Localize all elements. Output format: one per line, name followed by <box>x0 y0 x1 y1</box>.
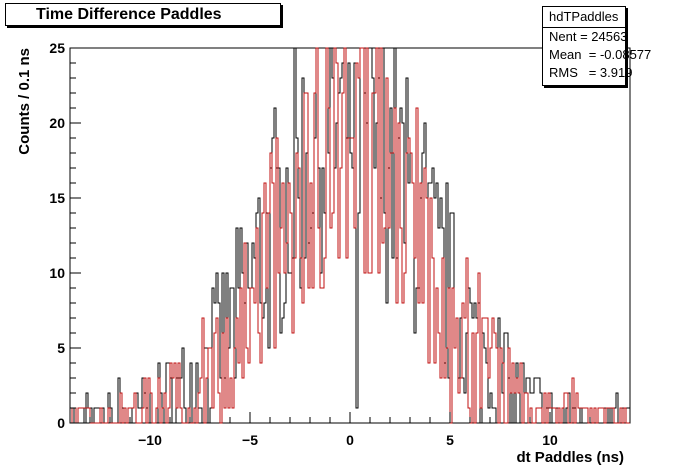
axis-layer: 0 5 10 15 20 25 −10 −5 0 5 10 <box>49 40 631 448</box>
histogram-series-red <box>70 47 630 424</box>
stats-box: hdTPaddles Nent = 24563 Mean = -0.08577 … <box>542 6 651 86</box>
y-tick-label: 10 <box>49 265 65 281</box>
histogram-series-black <box>70 47 631 424</box>
stats-mean: Mean = -0.08577 <box>549 47 652 62</box>
x-tick-label: 10 <box>542 432 558 448</box>
stats-name: hdTPaddles <box>549 9 619 24</box>
y-tick-label: 15 <box>49 190 65 206</box>
y-tick-label: 25 <box>49 40 65 56</box>
stats-separator <box>543 27 625 28</box>
y-tick-label: 0 <box>57 415 65 431</box>
series-layer <box>70 47 631 424</box>
y-tick-label: 20 <box>49 115 65 131</box>
stats-entries: Nent = 24563 <box>549 29 628 44</box>
y-axis-label: Counts / 0.1 ns <box>16 48 33 155</box>
x-tick-label: 5 <box>446 432 454 448</box>
x-axis-label: dt Paddles (ns) <box>516 449 624 466</box>
x-tick-label: −10 <box>138 432 162 448</box>
stats-rms: RMS = 3.919 <box>549 65 633 80</box>
histogram-title: Time Difference Paddles <box>5 3 281 26</box>
x-tick-label: −5 <box>242 432 258 448</box>
x-tick-label: 0 <box>346 432 354 448</box>
y-tick-label: 5 <box>57 340 65 356</box>
